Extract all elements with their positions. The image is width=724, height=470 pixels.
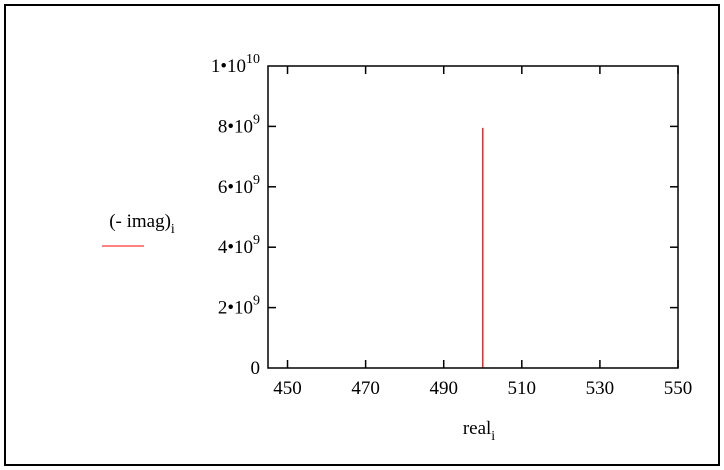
x-tick-label: 550 [664,378,693,399]
x-axis-label: reali [463,418,495,444]
y-axis-label: (- imag)i [109,211,175,237]
x-tick-label: 490 [429,378,458,399]
y-axis-ticks: 0 2•109 4•109 6•109 8•109 1•1010 [211,52,678,379]
y-tick-label: 8•109 [218,112,260,137]
y-tick-label: 4•109 [218,233,260,258]
chart-svg: 0 2•109 4•109 6•109 8•109 1•1010 450 470 490 510… [102,52,692,444]
plot-area-border [267,65,679,369]
x-tick-label: 450 [273,378,302,399]
x-tick-label: 530 [586,378,615,399]
y-tick-label: 1•1010 [211,52,260,77]
plot-frame: 0 2•109 4•109 6•109 8•109 1•1010 450 470 490 510… [4,4,720,466]
x-tick-label: 470 [351,378,380,399]
y-tick-label: 2•109 [218,294,260,319]
x-tick-label: 510 [508,378,537,399]
y-tick-label: 6•109 [218,173,260,198]
y-tick-label: 0 [251,358,261,379]
x-axis-ticks: 450 470 490 510 530 550 [273,66,692,399]
